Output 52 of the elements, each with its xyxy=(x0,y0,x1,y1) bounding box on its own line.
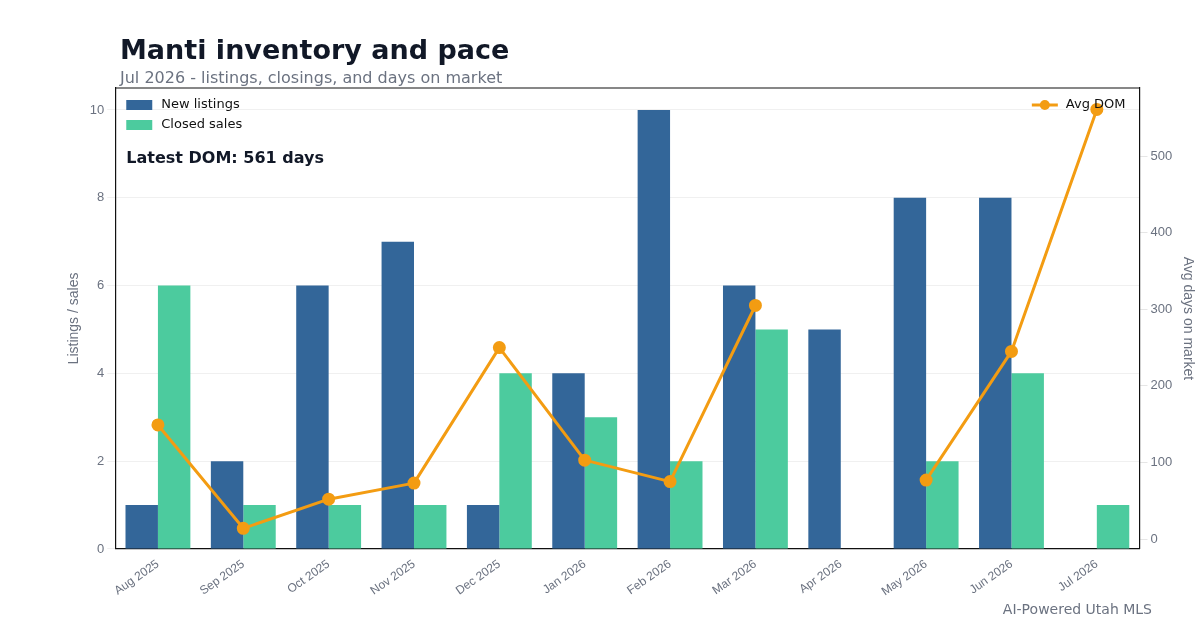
point xyxy=(151,418,165,432)
bar xyxy=(755,329,788,549)
y2-tick-label: 200 xyxy=(1150,377,1173,393)
point xyxy=(236,521,250,535)
bar xyxy=(893,197,927,549)
bar xyxy=(125,505,158,549)
bar xyxy=(552,373,585,549)
point xyxy=(322,492,336,506)
y2-tick-label: 300 xyxy=(1150,300,1173,316)
legend-label: Closed sales xyxy=(161,116,243,132)
y2-axis-title: Avg days on market xyxy=(1180,256,1197,381)
bar xyxy=(296,285,329,549)
chart-subtitle: Jul 2026 - listings, closings, and days on market xyxy=(120,68,503,87)
text: AI-Powered Utah MLS xyxy=(1002,601,1152,617)
point xyxy=(919,473,933,487)
point xyxy=(1004,344,1018,358)
bar xyxy=(466,505,500,549)
bar xyxy=(328,505,362,549)
legend-label: New listings xyxy=(161,96,240,112)
bar xyxy=(1096,505,1130,549)
bar xyxy=(808,329,841,549)
chart-title: Manti inventory and pace xyxy=(120,34,510,65)
y2-tick-label: 500 xyxy=(1150,147,1173,163)
bar xyxy=(584,417,618,549)
bar xyxy=(414,505,447,549)
point xyxy=(407,476,421,490)
bar xyxy=(381,241,414,549)
bar xyxy=(722,285,756,549)
bar xyxy=(210,461,244,549)
y-tick-label: 4 xyxy=(97,364,105,380)
y-tick-label: 6 xyxy=(97,277,105,293)
y-tick-label: 8 xyxy=(97,189,105,205)
point xyxy=(578,453,592,467)
bar xyxy=(926,461,959,549)
y2-tick-label: 100 xyxy=(1150,454,1173,470)
bar xyxy=(670,461,703,549)
point xyxy=(748,298,762,312)
point xyxy=(663,475,677,489)
bar xyxy=(1011,373,1044,549)
bar xyxy=(637,109,671,549)
bar xyxy=(979,197,1012,549)
bar xyxy=(499,373,532,549)
point xyxy=(492,341,506,355)
bar xyxy=(157,285,191,549)
y-tick-label: 2 xyxy=(97,452,105,468)
annotation: Latest DOM: 561 days xyxy=(126,148,324,168)
y-tick-label: 0 xyxy=(97,540,105,556)
y-tick-label: 10 xyxy=(89,101,105,117)
y2-tick-label: 0 xyxy=(1150,530,1158,546)
y-axis-title: Listings / sales xyxy=(65,272,82,365)
legend-label: Avg DOM xyxy=(1065,96,1126,112)
y2-tick-label: 400 xyxy=(1150,224,1173,240)
